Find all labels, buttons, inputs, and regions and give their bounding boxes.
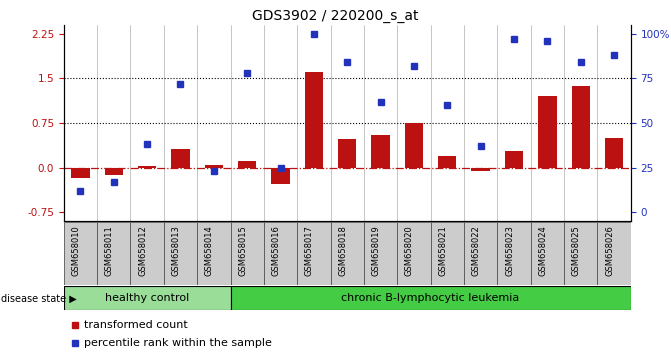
Text: GSM658023: GSM658023: [505, 225, 514, 276]
Text: GSM658026: GSM658026: [605, 225, 614, 276]
Bar: [405, 123, 423, 168]
Text: GSM658014: GSM658014: [205, 225, 214, 276]
Bar: [364, 222, 397, 285]
Text: transformed count: transformed count: [84, 320, 187, 330]
Bar: [97, 222, 130, 285]
Bar: [264, 222, 297, 285]
Bar: [164, 222, 197, 285]
Bar: [464, 222, 497, 285]
Bar: [331, 222, 364, 285]
Bar: [130, 222, 164, 285]
Text: GSM658019: GSM658019: [372, 225, 380, 276]
Text: GSM658011: GSM658011: [105, 225, 114, 276]
Text: GSM658017: GSM658017: [305, 225, 314, 276]
Text: GSM658015: GSM658015: [238, 225, 247, 276]
Bar: [597, 222, 631, 285]
Bar: [305, 73, 323, 168]
Text: GSM658018: GSM658018: [338, 225, 348, 276]
Bar: [497, 222, 531, 285]
Text: disease state ▶: disease state ▶: [1, 294, 77, 304]
Bar: [64, 222, 97, 285]
Bar: [171, 149, 190, 168]
Text: GDS3902 / 220200_s_at: GDS3902 / 220200_s_at: [252, 9, 419, 23]
Bar: [397, 222, 431, 285]
Bar: [64, 286, 231, 310]
Bar: [231, 286, 631, 310]
Bar: [531, 222, 564, 285]
Bar: [438, 156, 456, 168]
Text: GSM658012: GSM658012: [138, 225, 147, 276]
Text: GSM658025: GSM658025: [572, 225, 580, 276]
Text: healthy control: healthy control: [105, 293, 189, 303]
Text: GSM658020: GSM658020: [405, 225, 414, 276]
Bar: [197, 222, 231, 285]
Bar: [238, 160, 256, 168]
Text: GSM658010: GSM658010: [71, 225, 81, 276]
Bar: [505, 151, 523, 168]
Text: GSM658016: GSM658016: [272, 225, 280, 276]
Bar: [538, 96, 556, 168]
Bar: [271, 168, 290, 184]
Text: percentile rank within the sample: percentile rank within the sample: [84, 338, 272, 348]
Bar: [431, 222, 464, 285]
Text: chronic B-lymphocytic leukemia: chronic B-lymphocytic leukemia: [342, 293, 520, 303]
Bar: [338, 139, 356, 168]
Bar: [564, 222, 597, 285]
Bar: [472, 168, 490, 171]
Bar: [231, 222, 264, 285]
Bar: [205, 165, 223, 168]
Bar: [605, 138, 623, 168]
Text: GSM658024: GSM658024: [538, 225, 548, 276]
Text: GSM658013: GSM658013: [172, 225, 180, 276]
Bar: [105, 168, 123, 175]
Text: GSM658021: GSM658021: [438, 225, 448, 276]
Bar: [138, 166, 156, 168]
Bar: [572, 86, 590, 168]
Text: GSM658022: GSM658022: [472, 225, 480, 276]
Bar: [71, 168, 90, 178]
Bar: [297, 222, 331, 285]
Bar: [372, 135, 390, 168]
